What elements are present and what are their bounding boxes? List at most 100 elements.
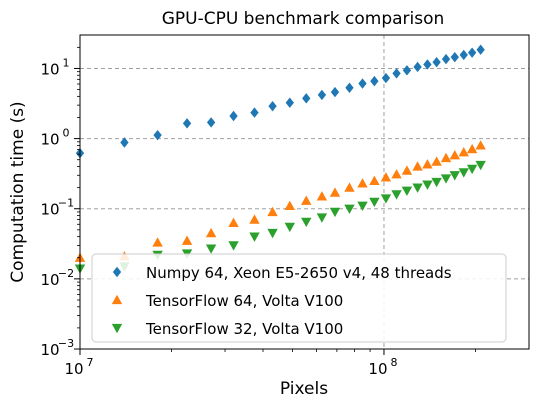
data-point-series-3 <box>284 222 295 233</box>
data-point-series-2 <box>369 175 380 185</box>
data-point-series-1 <box>330 86 340 98</box>
data-points <box>74 44 486 274</box>
chart-title: GPU-CPU benchmark comparison <box>162 9 445 29</box>
data-point-series-3 <box>357 201 368 212</box>
y-tick-exponent: −3 <box>58 337 74 350</box>
data-point-series-1 <box>441 53 451 65</box>
data-point-series-2 <box>152 237 163 247</box>
data-point-series-1 <box>302 93 311 104</box>
data-point-series-1 <box>120 137 129 148</box>
data-point-series-1 <box>402 65 412 76</box>
data-point-series-1 <box>345 82 354 93</box>
data-point-series-2 <box>391 169 402 179</box>
data-point-series-1 <box>268 100 277 112</box>
data-point-series-3 <box>369 197 380 208</box>
data-point-series-3 <box>380 194 392 204</box>
data-point-series-1 <box>229 110 238 122</box>
y-tick-exponent: −1 <box>58 197 74 210</box>
x-tick-label: 10 <box>64 360 83 378</box>
data-point-series-3 <box>329 207 341 218</box>
data-point-series-2 <box>401 165 413 175</box>
x-tick-label: 10 <box>368 360 387 378</box>
data-point-series-1 <box>358 78 367 89</box>
data-point-series-1 <box>182 118 192 129</box>
data-point-series-1 <box>459 49 468 61</box>
y-tick-label: 10 <box>40 60 59 78</box>
plot-area-frame <box>79 34 530 350</box>
data-point-series-2 <box>422 159 433 169</box>
data-point-series-3 <box>449 171 460 181</box>
data-point-series-1 <box>450 51 459 63</box>
data-point-series-2 <box>249 214 260 224</box>
data-point-series-3 <box>301 217 312 228</box>
x-tick-exponent: 8 <box>390 356 397 369</box>
data-point-series-3 <box>344 204 355 214</box>
data-point-series-2 <box>316 191 328 201</box>
data-point-series-1 <box>206 117 216 128</box>
legend-label-series-3: TensorFlow 32, Volta V100 <box>145 320 343 338</box>
data-point-series-2 <box>475 140 486 150</box>
data-point-series-2 <box>284 200 295 210</box>
data-point-series-3 <box>267 228 278 239</box>
data-point-series-1 <box>381 72 391 84</box>
data-point-series-2 <box>458 146 469 157</box>
data-point-series-3 <box>422 180 433 190</box>
legend-marker-series-3 <box>111 323 123 334</box>
data-point-series-2 <box>431 156 442 166</box>
data-point-series-1 <box>153 129 162 141</box>
data-point-series-1 <box>432 56 441 68</box>
data-point-series-1 <box>250 107 259 118</box>
data-point-series-2 <box>205 227 217 238</box>
data-point-series-2 <box>181 235 193 245</box>
data-point-series-1 <box>370 75 379 87</box>
data-point-series-2 <box>228 217 239 227</box>
y-tick-label: 10 <box>40 201 59 219</box>
y-tick-label: 10 <box>40 341 59 359</box>
legend-marker-series-2 <box>111 294 123 305</box>
y-axis-label: Computation time (s) <box>8 101 28 282</box>
data-point-series-1 <box>413 61 422 73</box>
legend-label-series-1: Numpy 64, Xeon E5-2650 v4, 48 threads <box>146 264 452 282</box>
y-tick-exponent: 0 <box>63 127 70 140</box>
data-point-series-1 <box>285 97 294 108</box>
legend-marker-series-1 <box>112 266 122 278</box>
data-point-series-2 <box>412 161 423 171</box>
data-point-series-3 <box>458 168 469 178</box>
data-point-series-3 <box>249 232 260 242</box>
data-point-series-3 <box>316 213 328 223</box>
data-point-series-2 <box>329 187 341 197</box>
data-point-series-2 <box>267 206 278 217</box>
data-point-series-3 <box>475 160 486 171</box>
legend-label-series-2: TensorFlow 64, Volta V100 <box>145 292 343 310</box>
data-point-series-3 <box>228 241 239 251</box>
data-point-series-1 <box>467 47 477 58</box>
data-point-series-2 <box>466 143 478 154</box>
y-tick-exponent: −2 <box>58 267 74 280</box>
data-point-series-3 <box>205 244 217 254</box>
x-tick-exponent: 7 <box>87 356 94 369</box>
data-point-series-2 <box>440 152 452 163</box>
x-axis-label: Pixels <box>280 379 328 399</box>
y-tick-label: 10 <box>40 131 59 149</box>
y-tick-exponent: 1 <box>63 56 70 69</box>
data-point-series-3 <box>431 177 442 188</box>
data-point-series-3 <box>391 190 402 200</box>
data-point-series-2 <box>301 195 312 205</box>
legend: Numpy 64, Xeon E5-2650 v4, 48 threads Ten… <box>91 253 507 343</box>
data-point-series-3 <box>401 186 413 197</box>
data-point-series-2 <box>449 149 460 160</box>
data-point-series-3 <box>466 164 478 175</box>
legend-box <box>91 253 507 343</box>
data-point-series-1 <box>476 44 485 55</box>
data-point-series-1 <box>423 59 432 70</box>
data-point-series-2 <box>380 172 392 182</box>
data-point-series-3 <box>412 183 423 193</box>
y-tick-label: 10 <box>40 271 59 289</box>
data-point-series-2 <box>344 182 355 192</box>
data-point-series-2 <box>357 178 368 188</box>
data-point-series-1 <box>392 68 401 79</box>
data-point-series-3 <box>440 174 452 184</box>
